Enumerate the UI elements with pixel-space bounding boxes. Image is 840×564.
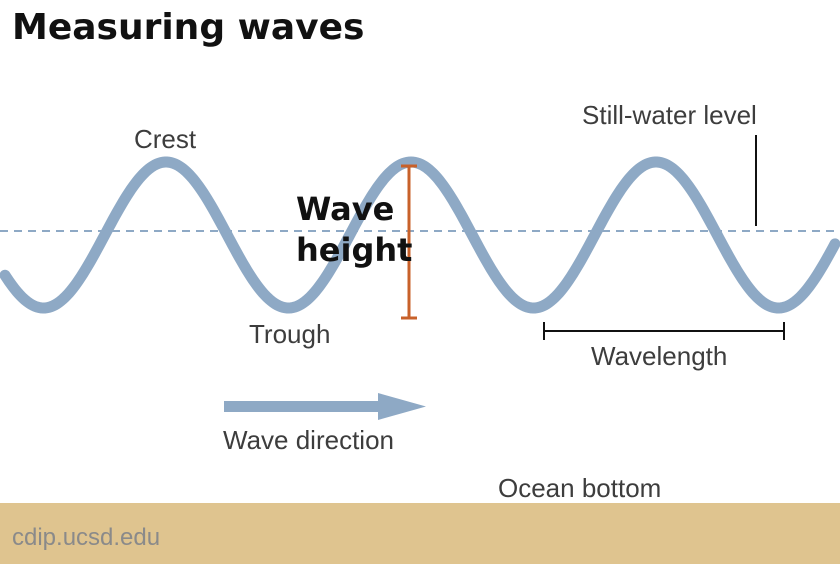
crest-label: Crest xyxy=(134,124,197,154)
wavelength-marker xyxy=(543,322,785,340)
wave-direction-arrow xyxy=(224,393,426,420)
page-title: Measuring waves xyxy=(12,7,365,48)
wave-height-label-line2: height xyxy=(296,231,413,269)
still-water-level-label: Still-water level xyxy=(582,100,757,130)
wave-curve xyxy=(0,156,840,314)
ocean-bottom-band xyxy=(0,503,840,564)
wave-height-label-line1: Wave xyxy=(296,190,395,228)
wave-height-marker xyxy=(401,164,417,320)
trough-label: Trough xyxy=(249,319,331,349)
ocean-bottom-label: Ocean bottom xyxy=(498,473,662,503)
wavelength-label: Wavelength xyxy=(591,341,728,371)
source-credit: cdip.ucsd.edu xyxy=(12,524,161,551)
wave-direction-label: Wave direction xyxy=(223,425,394,455)
